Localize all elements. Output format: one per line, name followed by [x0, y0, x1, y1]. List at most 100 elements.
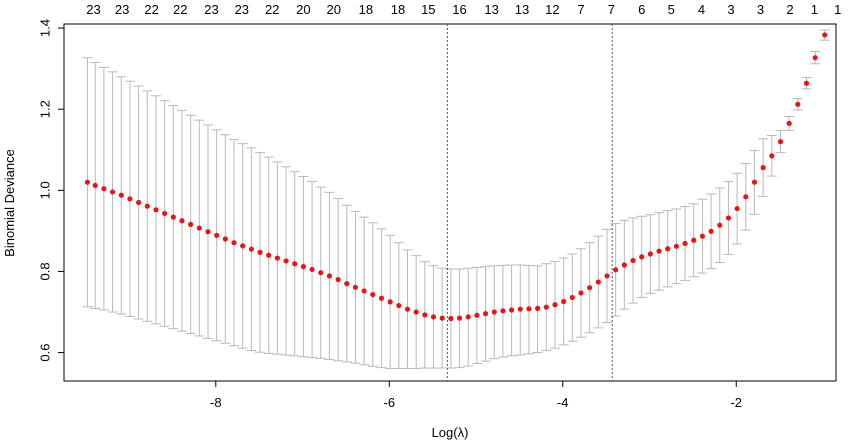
data-point	[283, 258, 289, 264]
data-point	[109, 189, 116, 195]
data-point	[465, 314, 471, 320]
data-point	[803, 80, 810, 86]
plot-frame	[63, 23, 837, 382]
data-point	[456, 315, 463, 321]
data-point	[352, 284, 359, 290]
data-point	[751, 179, 758, 185]
data-point	[396, 302, 402, 309]
error-bars	[82, 29, 830, 369]
data-point	[205, 229, 211, 235]
top-axis-label: 23	[204, 2, 218, 17]
y-tick-label: 1.4	[37, 19, 52, 37]
data-point	[318, 270, 324, 276]
top-axis-label: 13	[515, 2, 529, 17]
data-point	[535, 305, 541, 311]
data-point	[769, 153, 775, 159]
data-point	[214, 232, 220, 238]
y-axis: 0.6 0.8 1.0 1.2 1.4	[37, 19, 64, 362]
data-point	[370, 291, 376, 298]
data-point	[378, 295, 385, 301]
data-point	[526, 306, 532, 312]
data-point	[639, 254, 645, 260]
data-point	[118, 192, 124, 198]
data-point	[222, 236, 228, 242]
data-point	[822, 32, 828, 38]
top-axis-label: 1	[811, 2, 818, 17]
data-point	[170, 214, 176, 220]
y-tick-label: 1.0	[37, 181, 52, 199]
data-point	[309, 266, 315, 273]
data-point	[196, 225, 202, 231]
data-point	[708, 228, 714, 234]
data-point	[127, 196, 133, 202]
top-axis-label: 13	[484, 2, 498, 17]
data-point	[795, 101, 801, 107]
data-point	[413, 309, 419, 315]
data-point	[630, 257, 636, 264]
data-point	[144, 203, 150, 209]
data-point	[474, 312, 480, 318]
x-tick-label: -8	[210, 395, 222, 410]
data-point	[604, 273, 610, 279]
top-axis-label: 3	[757, 2, 764, 17]
data-point	[786, 120, 792, 126]
data-point	[500, 308, 506, 314]
data-point	[430, 314, 437, 320]
y-tick-label: 0.8	[37, 262, 52, 280]
top-axis-label: 7	[608, 2, 615, 17]
data-point	[734, 205, 740, 212]
data-point	[569, 294, 575, 301]
top-axis-label: 4	[698, 2, 705, 17]
top-axis-label: 22	[144, 2, 158, 17]
data-point	[665, 246, 671, 252]
data-point	[101, 186, 107, 192]
top-axis-label: 23	[115, 2, 129, 17]
top-axis-label: 6	[638, 2, 645, 17]
data-point	[257, 249, 263, 255]
top-axis-label: 18	[359, 2, 373, 17]
data-point	[587, 285, 593, 291]
data-point	[292, 261, 298, 267]
data-point	[387, 299, 393, 305]
x-axis-title: Log(λ)	[432, 425, 469, 440]
data-point	[595, 279, 601, 285]
data-point	[162, 210, 168, 217]
top-axis-label: 15	[421, 2, 435, 17]
top-axis-label: 20	[327, 2, 341, 17]
data-point	[248, 246, 254, 252]
top-axis-label: 5	[668, 2, 675, 17]
x-tick-label: -6	[383, 395, 395, 410]
top-axis-label: 2	[786, 2, 793, 17]
data-point	[266, 252, 272, 258]
data-point	[647, 251, 653, 257]
data-point	[344, 281, 350, 287]
top-axis-label: 20	[296, 2, 310, 17]
data-point	[92, 182, 98, 189]
top-axis-label: 16	[452, 2, 466, 17]
y-tick-label: 1.2	[37, 100, 52, 118]
data-point	[326, 273, 333, 279]
top-axis-label: 22	[173, 2, 187, 17]
x-tick-label: -4	[557, 395, 569, 410]
data-point	[231, 240, 237, 246]
data-point	[613, 267, 619, 273]
top-axis-label: 23	[86, 2, 100, 17]
top-axis-label: 3	[727, 2, 734, 17]
data-point	[404, 306, 411, 312]
data-point	[656, 248, 662, 254]
data-point	[777, 139, 784, 145]
y-tick-label: 0.6	[37, 344, 52, 362]
data-point	[760, 165, 766, 171]
data-point	[673, 243, 679, 249]
top-axis-label: 23	[235, 2, 249, 17]
top-axis-labels: 23 23 22 22 23 23 22 20 20 18 18 15 16 13 13 12 7 7 6 5 4 3 3 2…	[86, 2, 841, 17]
data-point	[179, 218, 185, 224]
data-point	[153, 207, 159, 213]
data-point	[725, 215, 732, 221]
data-point	[621, 262, 627, 268]
data-point	[274, 255, 280, 261]
data-point	[682, 240, 688, 247]
data-point	[300, 263, 307, 270]
data-point	[561, 298, 567, 305]
